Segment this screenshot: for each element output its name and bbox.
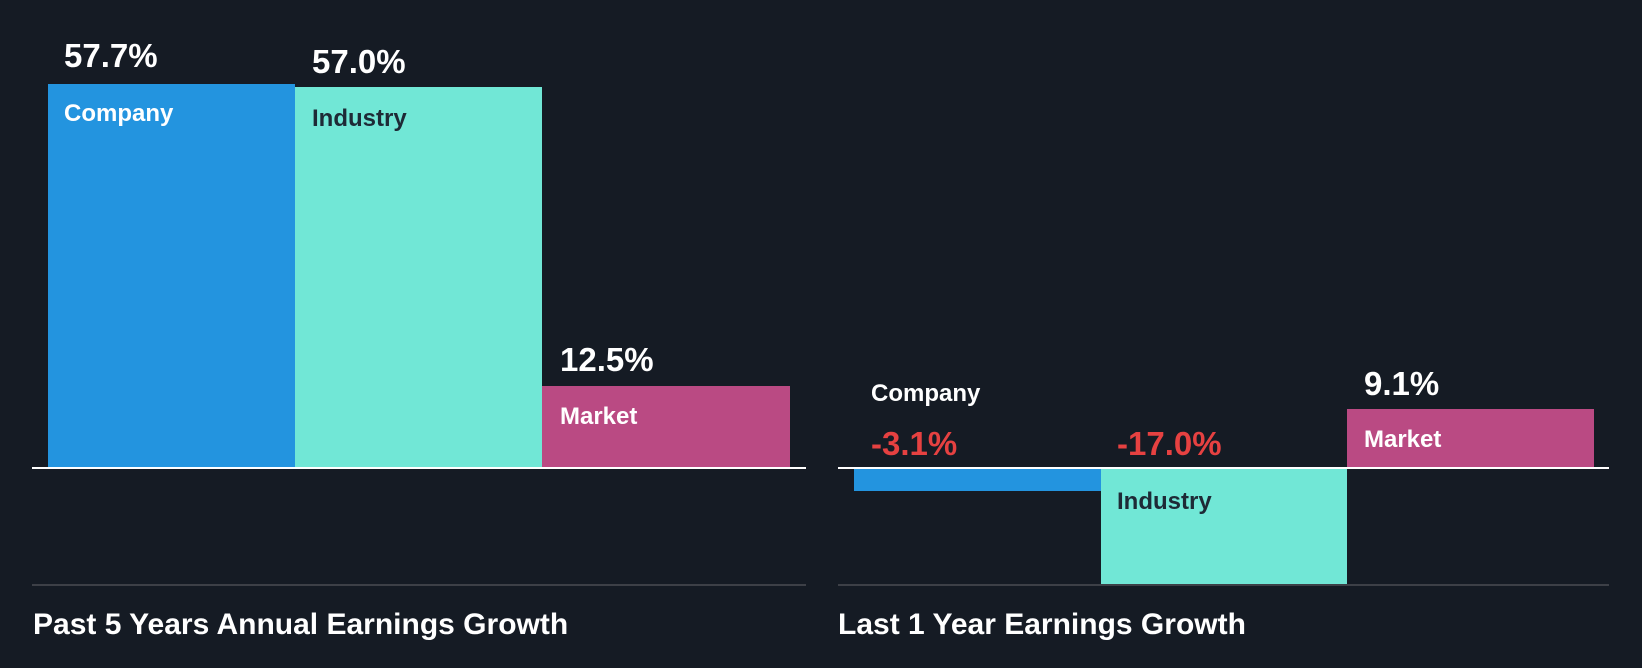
- bar-label-company: Company: [871, 380, 981, 407]
- chart-title: Past 5 Years Annual Earnings Growth: [33, 608, 569, 641]
- zero-baseline: [32, 467, 806, 469]
- value-label-market: 12.5%: [560, 341, 654, 378]
- panel-past-5-years: 57.7% 57.0% 12.5% Company Industry Marke…: [0, 0, 820, 668]
- bar-label-industry: Industry: [1117, 488, 1212, 515]
- chart-title: Last 1 Year Earnings Growth: [838, 608, 1246, 641]
- bar-label-market: Market: [560, 403, 638, 430]
- value-label-company: 57.7%: [64, 37, 158, 74]
- value-label-company: -3.1%: [871, 425, 958, 462]
- bar-label-company: Company: [64, 100, 174, 127]
- bar-company: [854, 469, 1101, 491]
- bar-industry: [1101, 469, 1347, 584]
- bar-market: [542, 386, 790, 468]
- value-label-market: 9.1%: [1364, 365, 1440, 402]
- value-label-industry: 57.0%: [312, 43, 406, 80]
- bar-industry: [295, 87, 542, 468]
- separator-line: [838, 584, 1609, 586]
- zero-baseline: [838, 467, 1609, 469]
- separator-line: [32, 584, 806, 586]
- bar-label-market: Market: [1364, 426, 1442, 453]
- bar-market: [1347, 409, 1594, 468]
- bar-company: [48, 84, 295, 468]
- value-label-industry: -17.0%: [1117, 425, 1222, 462]
- bar-label-industry: Industry: [312, 105, 407, 132]
